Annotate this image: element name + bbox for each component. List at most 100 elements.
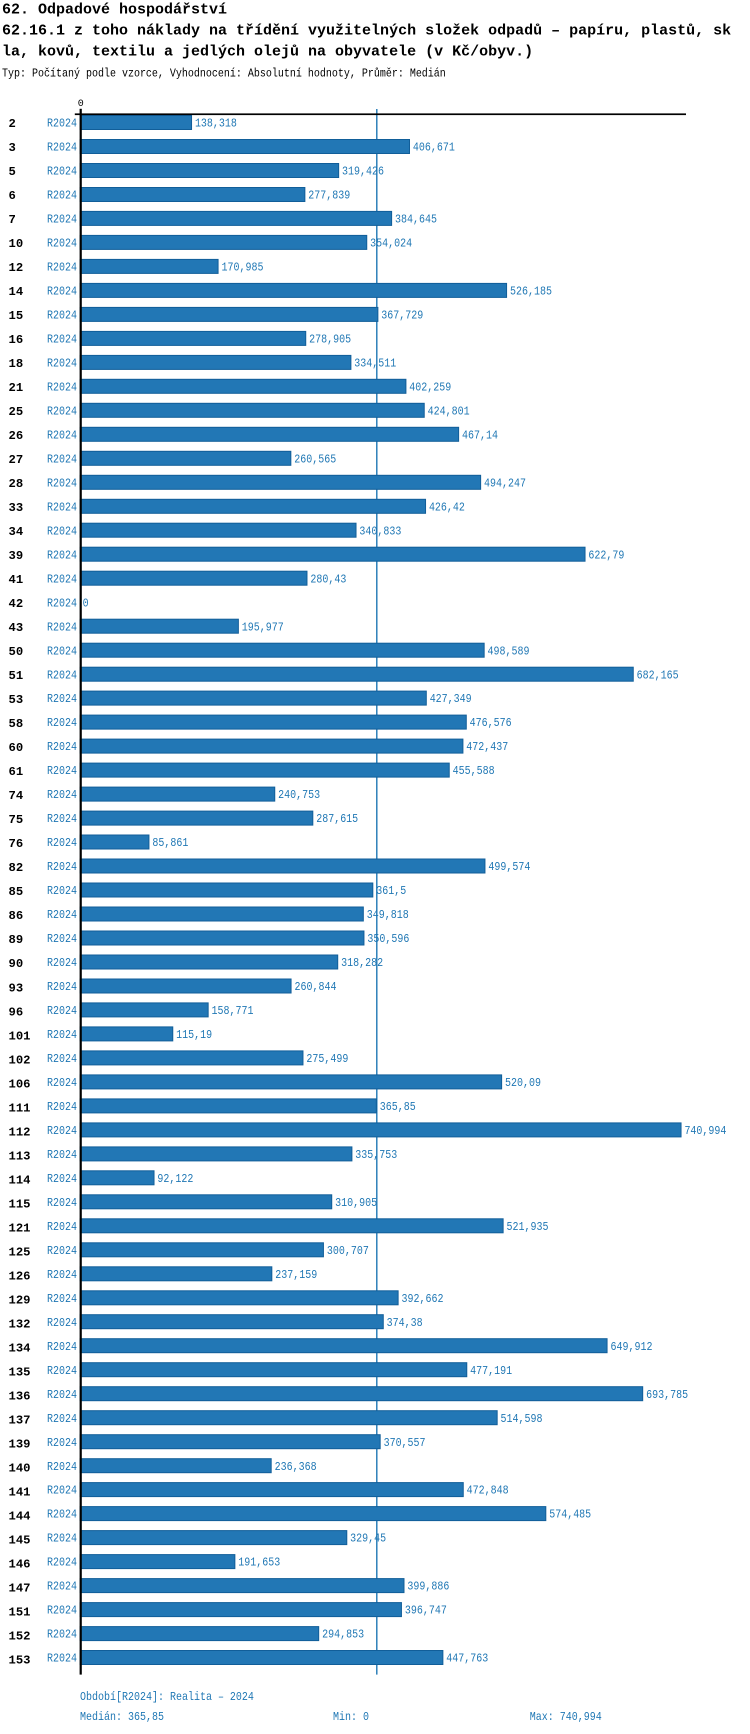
svg-text:649,912: 649,912 (610, 1341, 652, 1354)
svg-text:144: 144 (9, 1510, 31, 1524)
svg-text:50: 50 (9, 645, 24, 659)
svg-text:125: 125 (9, 1245, 31, 1259)
svg-text:R2024: R2024 (47, 1461, 77, 1474)
svg-text:16: 16 (9, 333, 24, 347)
svg-text:335,753: 335,753 (355, 1149, 397, 1162)
svg-text:43: 43 (9, 621, 24, 635)
svg-text:136: 136 (9, 1389, 31, 1403)
svg-text:R2024: R2024 (47, 981, 77, 994)
svg-text:R2024: R2024 (47, 1125, 77, 1138)
svg-text:280,43: 280,43 (310, 574, 346, 587)
svg-text:41: 41 (9, 573, 24, 587)
svg-text:135: 135 (9, 1365, 31, 1379)
svg-text:la, kovů, textilu a jedlých ol: la, kovů, textilu a jedlých olejů na oby… (2, 44, 533, 61)
svg-text:115: 115 (9, 1197, 31, 1211)
svg-text:R2024: R2024 (47, 1293, 77, 1306)
svg-text:R2024: R2024 (47, 1533, 77, 1546)
svg-text:406,671: 406,671 (413, 142, 455, 155)
svg-text:R2024: R2024 (47, 957, 77, 970)
svg-text:R2024: R2024 (47, 526, 77, 539)
svg-text:R2024: R2024 (47, 1221, 77, 1234)
svg-text:426,42: 426,42 (429, 502, 465, 515)
svg-text:132: 132 (9, 1317, 31, 1331)
svg-text:318,282: 318,282 (341, 957, 383, 970)
svg-text:5: 5 (9, 165, 16, 179)
svg-text:Medián: 365,85: Medián: 365,85 (80, 1711, 164, 1724)
svg-text:147: 147 (9, 1582, 31, 1596)
svg-text:58: 58 (9, 717, 24, 731)
svg-text:260,844: 260,844 (294, 981, 336, 994)
svg-text:134: 134 (9, 1341, 31, 1355)
svg-text:86: 86 (9, 909, 24, 923)
svg-text:76: 76 (9, 837, 24, 851)
svg-text:R2024: R2024 (47, 1485, 77, 1498)
svg-text:53: 53 (9, 693, 24, 707)
svg-text:236,368: 236,368 (275, 1461, 317, 1474)
svg-text:R2024: R2024 (47, 406, 77, 419)
svg-text:62.16.1 z toho náklady na tříd: 62.16.1 z toho náklady na třídění využit… (2, 23, 731, 40)
svg-text:R2024: R2024 (47, 861, 77, 874)
svg-text:370,557: 370,557 (384, 1437, 426, 1450)
svg-text:152: 152 (9, 1630, 31, 1644)
svg-text:15: 15 (9, 309, 24, 323)
svg-text:137: 137 (9, 1413, 31, 1427)
svg-text:R2024: R2024 (47, 334, 77, 347)
svg-text:141: 141 (9, 1486, 31, 1500)
svg-text:R2024: R2024 (47, 1365, 77, 1378)
svg-text:334,511: 334,511 (354, 358, 396, 371)
svg-text:319,426: 319,426 (342, 166, 384, 179)
svg-text:158,771: 158,771 (212, 1005, 254, 1018)
svg-text:Období[R2024]: Realita – 2024: Období[R2024]: Realita – 2024 (80, 1691, 254, 1704)
svg-text:R2024: R2024 (47, 1437, 77, 1450)
svg-text:R2024: R2024 (47, 142, 77, 155)
svg-text:18: 18 (9, 357, 24, 371)
svg-text:424,801: 424,801 (428, 406, 470, 419)
svg-text:2: 2 (9, 117, 16, 131)
svg-text:R2024: R2024 (47, 1413, 77, 1426)
svg-text:294,853: 294,853 (322, 1629, 364, 1642)
svg-text:384,645: 384,645 (395, 214, 437, 227)
svg-text:329,45: 329,45 (350, 1533, 386, 1546)
svg-text:10: 10 (9, 237, 24, 251)
svg-text:260,565: 260,565 (294, 454, 336, 467)
svg-text:102: 102 (9, 1053, 31, 1067)
svg-text:28: 28 (9, 477, 24, 491)
svg-text:R2024: R2024 (47, 766, 77, 779)
svg-text:R2024: R2024 (47, 1341, 77, 1354)
svg-text:6: 6 (9, 189, 16, 203)
svg-text:0: 0 (83, 598, 89, 611)
svg-text:27: 27 (9, 453, 24, 467)
svg-text:114: 114 (9, 1173, 31, 1187)
svg-text:574,485: 574,485 (549, 1509, 591, 1522)
svg-text:467,14: 467,14 (462, 430, 498, 443)
svg-text:R2024: R2024 (47, 1149, 77, 1162)
svg-text:R2024: R2024 (47, 238, 77, 251)
svg-text:14: 14 (9, 285, 24, 299)
svg-text:101: 101 (9, 1029, 31, 1043)
svg-text:R2024: R2024 (47, 1101, 77, 1114)
svg-text:494,247: 494,247 (484, 478, 526, 491)
svg-text:21: 21 (9, 381, 24, 395)
svg-text:392,662: 392,662 (402, 1293, 444, 1306)
svg-text:151: 151 (9, 1606, 31, 1620)
svg-text:R2024: R2024 (47, 1053, 77, 1066)
svg-text:R2024: R2024 (47, 430, 77, 443)
svg-text:R2024: R2024 (47, 670, 77, 683)
svg-text:R2024: R2024 (47, 694, 77, 707)
svg-text:277,839: 277,839 (308, 190, 350, 203)
svg-text:367,729: 367,729 (381, 310, 423, 323)
svg-text:R2024: R2024 (47, 837, 77, 850)
svg-text:R2024: R2024 (47, 909, 77, 922)
svg-text:472,437: 472,437 (466, 742, 508, 755)
svg-text:693,785: 693,785 (646, 1389, 688, 1402)
svg-text:R2024: R2024 (47, 478, 77, 491)
svg-text:129: 129 (9, 1293, 31, 1307)
svg-text:92,122: 92,122 (157, 1173, 193, 1186)
svg-text:145: 145 (9, 1534, 31, 1548)
svg-text:85,861: 85,861 (152, 837, 188, 850)
svg-text:275,499: 275,499 (306, 1053, 348, 1066)
svg-text:51: 51 (9, 669, 24, 683)
svg-text:240,753: 240,753 (278, 790, 320, 803)
svg-text:195,977: 195,977 (242, 622, 284, 635)
svg-text:R2024: R2024 (47, 885, 77, 898)
